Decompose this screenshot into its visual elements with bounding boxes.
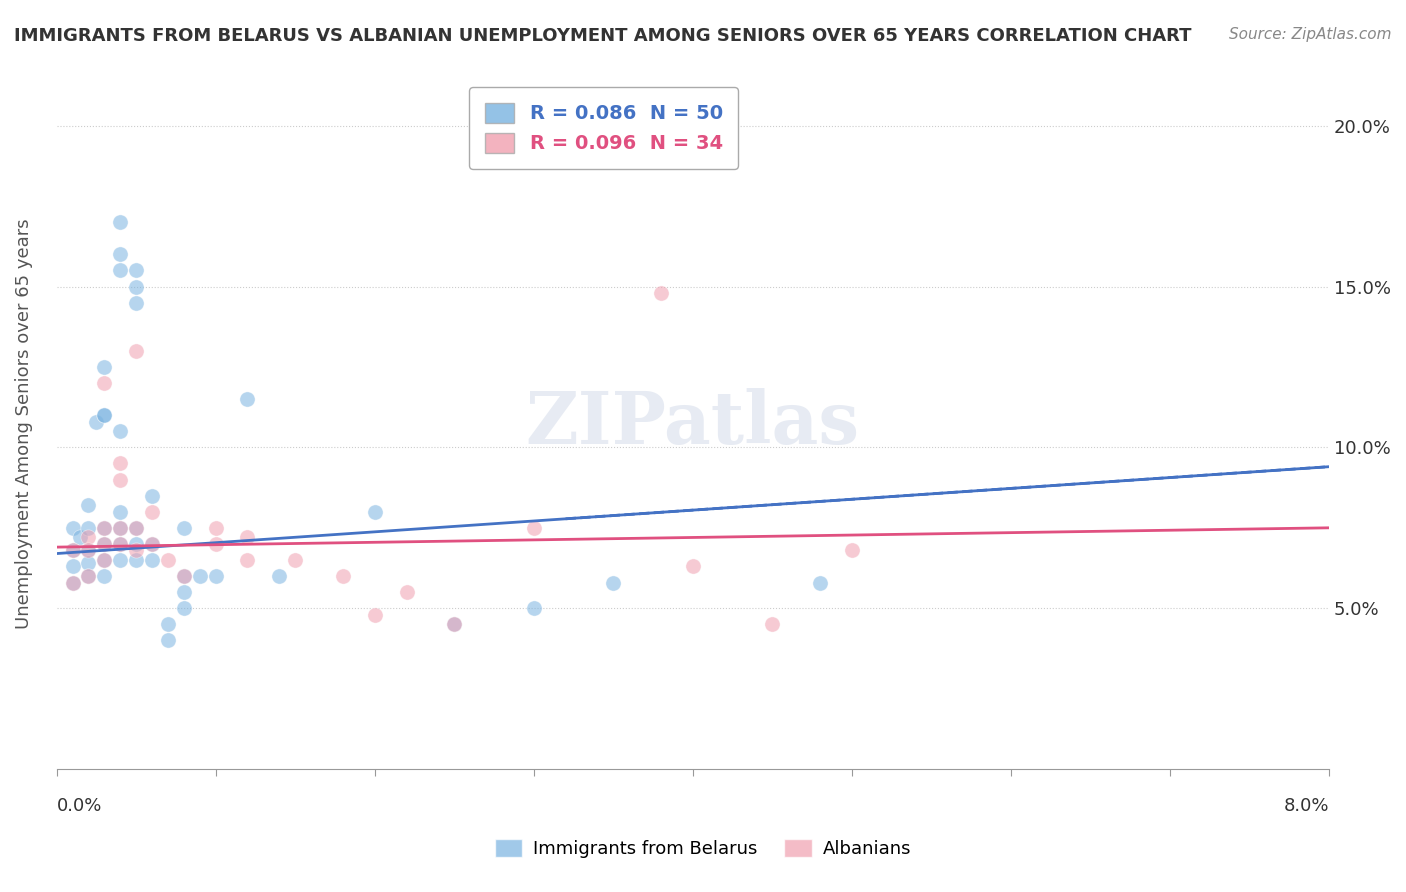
Text: 8.0%: 8.0% bbox=[1284, 797, 1329, 814]
Text: 0.0%: 0.0% bbox=[56, 797, 103, 814]
Point bbox=[125, 521, 148, 535]
Point bbox=[808, 575, 831, 590]
Point bbox=[62, 521, 84, 535]
Point bbox=[125, 263, 148, 277]
Point bbox=[93, 537, 115, 551]
Point bbox=[204, 537, 226, 551]
Point bbox=[77, 569, 100, 583]
Point bbox=[77, 531, 100, 545]
Point bbox=[77, 543, 100, 558]
Point bbox=[443, 617, 465, 632]
Point bbox=[141, 489, 163, 503]
Point bbox=[110, 521, 132, 535]
Point bbox=[93, 408, 115, 422]
Point bbox=[443, 617, 465, 632]
Point bbox=[93, 553, 115, 567]
Point bbox=[110, 247, 132, 261]
Point bbox=[93, 521, 115, 535]
Point bbox=[236, 392, 259, 406]
Point bbox=[86, 415, 108, 429]
Text: IMMIGRANTS FROM BELARUS VS ALBANIAN UNEMPLOYMENT AMONG SENIORS OVER 65 YEARS COR: IMMIGRANTS FROM BELARUS VS ALBANIAN UNEM… bbox=[14, 27, 1191, 45]
Point bbox=[173, 569, 195, 583]
Point bbox=[93, 376, 115, 390]
Point bbox=[236, 553, 259, 567]
Point bbox=[364, 505, 387, 519]
Point bbox=[110, 473, 132, 487]
Point bbox=[269, 569, 291, 583]
Point bbox=[204, 569, 226, 583]
Point bbox=[125, 279, 148, 293]
Point bbox=[523, 521, 546, 535]
Point bbox=[761, 617, 783, 632]
Point bbox=[236, 531, 259, 545]
Point bbox=[110, 505, 132, 519]
Point bbox=[93, 553, 115, 567]
Point bbox=[523, 601, 546, 615]
Point bbox=[650, 285, 672, 300]
Point bbox=[93, 569, 115, 583]
Point bbox=[62, 575, 84, 590]
Point bbox=[332, 569, 354, 583]
Text: Source: ZipAtlas.com: Source: ZipAtlas.com bbox=[1229, 27, 1392, 42]
Point bbox=[173, 521, 195, 535]
Point bbox=[62, 559, 84, 574]
Legend: Immigrants from Belarus, Albanians: Immigrants from Belarus, Albanians bbox=[488, 831, 918, 865]
Point bbox=[125, 295, 148, 310]
Point bbox=[125, 521, 148, 535]
Point bbox=[284, 553, 307, 567]
Point bbox=[77, 498, 100, 512]
Point bbox=[77, 521, 100, 535]
Point bbox=[841, 543, 863, 558]
Point bbox=[141, 553, 163, 567]
Legend: R = 0.086  N = 50, R = 0.096  N = 34: R = 0.086 N = 50, R = 0.096 N = 34 bbox=[470, 87, 738, 169]
Point bbox=[173, 585, 195, 599]
Point bbox=[93, 359, 115, 374]
Point bbox=[156, 617, 179, 632]
Point bbox=[125, 543, 148, 558]
Point bbox=[125, 537, 148, 551]
Point bbox=[125, 553, 148, 567]
Point bbox=[395, 585, 418, 599]
Point bbox=[93, 521, 115, 535]
Point bbox=[110, 425, 132, 439]
Point bbox=[204, 521, 226, 535]
Point bbox=[125, 343, 148, 358]
Point bbox=[110, 457, 132, 471]
Point bbox=[110, 263, 132, 277]
Point bbox=[62, 575, 84, 590]
Point bbox=[188, 569, 211, 583]
Text: ZIPatlas: ZIPatlas bbox=[526, 388, 860, 458]
Point bbox=[173, 601, 195, 615]
Point bbox=[69, 531, 91, 545]
Point bbox=[602, 575, 624, 590]
Point bbox=[364, 607, 387, 622]
Point bbox=[156, 633, 179, 648]
Point bbox=[141, 505, 163, 519]
Point bbox=[93, 408, 115, 422]
Y-axis label: Unemployment Among Seniors over 65 years: Unemployment Among Seniors over 65 years bbox=[15, 218, 32, 629]
Point bbox=[110, 537, 132, 551]
Point bbox=[682, 559, 704, 574]
Point bbox=[141, 537, 163, 551]
Point bbox=[77, 543, 100, 558]
Point bbox=[141, 537, 163, 551]
Point bbox=[156, 553, 179, 567]
Point bbox=[110, 521, 132, 535]
Point bbox=[93, 537, 115, 551]
Point bbox=[110, 553, 132, 567]
Point bbox=[110, 215, 132, 229]
Point bbox=[110, 537, 132, 551]
Point bbox=[173, 569, 195, 583]
Point bbox=[62, 543, 84, 558]
Point bbox=[62, 543, 84, 558]
Point bbox=[77, 569, 100, 583]
Point bbox=[77, 556, 100, 570]
